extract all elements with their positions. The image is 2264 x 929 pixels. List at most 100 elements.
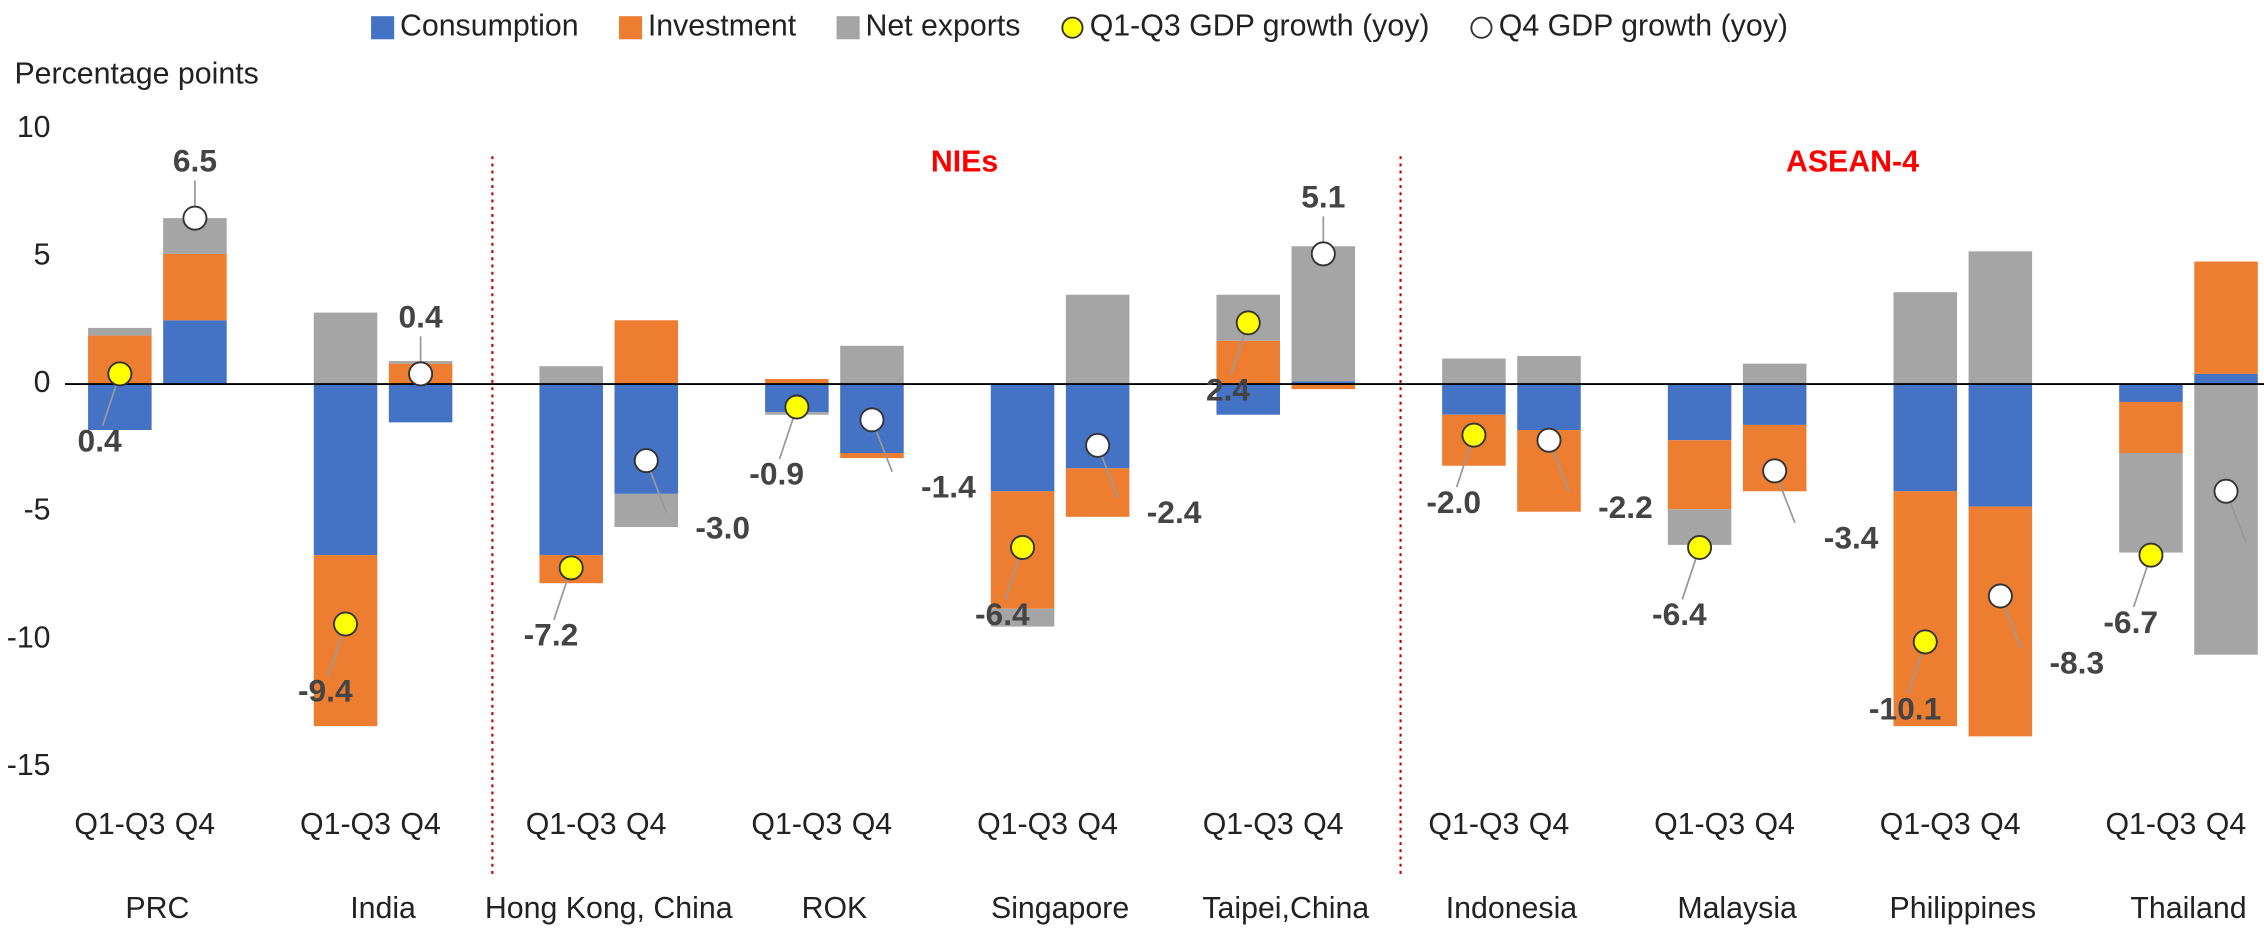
x-tick-label: Q1-Q3 — [751, 808, 842, 841]
bar-segment — [313, 384, 378, 556]
bar-segment — [88, 384, 152, 431]
bar-segment — [1968, 251, 2033, 385]
bar-segment — [1667, 440, 1732, 510]
bar-segment — [1291, 381, 1356, 385]
y-tick-label: -5 — [24, 494, 51, 527]
bar-segment — [1442, 384, 1506, 415]
bar-segment — [1216, 340, 1280, 385]
bar-segment — [614, 320, 679, 385]
gdp-marker — [1010, 534, 1036, 560]
data-label: -6.7 — [2103, 604, 2158, 640]
x-tick-label: Q4 — [1303, 808, 1343, 841]
group-label: PRC — [125, 892, 189, 925]
x-tick-label: Q4 — [852, 808, 892, 841]
data-label: -0.9 — [749, 456, 804, 492]
bar-segment — [1442, 358, 1506, 385]
x-tick-label: Q4 — [1077, 808, 1117, 841]
y-tick-label: 5 — [34, 238, 51, 271]
gdp-marker — [1987, 583, 2013, 609]
gdp-marker — [1762, 458, 1788, 484]
bar-segment — [2119, 384, 2183, 402]
gdp-marker — [1461, 422, 1487, 448]
legend-swatch — [1061, 16, 1084, 39]
group-label: Philippines — [1890, 892, 2037, 925]
bar-segment — [163, 253, 227, 321]
data-label: -10.1 — [1869, 691, 1941, 727]
bar-segment — [313, 312, 378, 385]
bar-segment — [163, 320, 227, 385]
x-tick-label: Q4 — [1529, 808, 1569, 841]
bar-segment — [614, 493, 679, 528]
x-tick-label: Q1-Q3 — [977, 808, 1068, 841]
group-label: Thailand — [2130, 892, 2246, 925]
gdp-marker — [784, 394, 810, 420]
bar-segment — [2194, 261, 2258, 374]
data-label: 0.4 — [399, 298, 443, 334]
bar-segment — [539, 366, 603, 385]
gdp-marker — [1536, 427, 1562, 453]
gdp-marker — [633, 448, 659, 474]
x-tick-label: Q4 — [400, 808, 440, 841]
y-tick-label: -10 — [7, 621, 51, 654]
bar-segment — [2119, 453, 2183, 553]
data-label: 2.4 — [1206, 372, 1250, 408]
gdp-marker — [1687, 534, 1713, 560]
x-tick-label: Q1-Q3 — [74, 808, 165, 841]
bar-segment — [313, 555, 378, 727]
bar-segment — [539, 384, 603, 556]
group-label: Taipei,China — [1202, 892, 1369, 925]
gdp-marker — [859, 407, 885, 433]
bar-segment — [88, 327, 152, 336]
data-label: -8.3 — [2049, 645, 2104, 681]
bar-segment — [2119, 401, 2183, 454]
bar-segment — [1968, 506, 2033, 737]
data-label: -2.2 — [1598, 489, 1653, 525]
x-tick-label: Q4 — [1754, 808, 1794, 841]
bar-segment — [1968, 384, 2033, 507]
annotation: NIEs — [931, 145, 998, 178]
bar-segment — [990, 384, 1055, 492]
bar-segment — [1216, 384, 1280, 415]
data-label: -3.0 — [695, 509, 750, 545]
bar-segment — [1742, 384, 1807, 425]
gdp-marker — [333, 611, 359, 637]
group-label: India — [350, 892, 416, 925]
data-label: -2.0 — [1426, 484, 1481, 520]
group-label: Hong Kong, China — [485, 892, 733, 925]
data-label: 5.1 — [1301, 178, 1345, 214]
y-tick-label: -15 — [7, 749, 51, 782]
gdp-marker — [1310, 241, 1336, 267]
bar-segment — [765, 378, 829, 385]
x-tick-label: Q4 — [175, 808, 215, 841]
x-tick-label: Q4 — [2206, 808, 2246, 841]
legend-label: Net exports — [865, 10, 1020, 43]
gdp-marker — [1235, 310, 1261, 336]
bar-segment — [614, 384, 679, 494]
bar-segment — [388, 384, 453, 423]
x-tick-label: Q1-Q3 — [1654, 808, 1745, 841]
gdp-marker — [558, 555, 584, 581]
data-label: -1.4 — [921, 469, 976, 505]
group-label: Singapore — [991, 892, 1129, 925]
gdp-marker — [1912, 629, 1938, 655]
x-tick-label: Q1-Q3 — [2105, 808, 2196, 841]
gdp-marker — [2213, 478, 2239, 504]
y-tick-label: 0 — [34, 366, 51, 399]
bar-segment — [1291, 384, 1356, 390]
y-tick-label: 10 — [17, 111, 51, 144]
gdp-marker — [1085, 432, 1111, 458]
legend-swatch — [618, 16, 643, 40]
group-label: ROK — [802, 892, 868, 925]
bar-segment — [1667, 384, 1732, 441]
x-tick-label: Q1-Q3 — [526, 808, 617, 841]
bar-segment — [1893, 384, 1958, 492]
x-tick-label: Q4 — [1980, 808, 2020, 841]
data-label: -7.2 — [524, 617, 579, 653]
legend-label: Consumption — [400, 10, 579, 43]
bar-segment — [1517, 355, 1581, 385]
bar-segment — [840, 453, 904, 459]
data-label: -9.4 — [298, 673, 353, 709]
bar-segment — [1742, 363, 1807, 385]
x-tick-label: Q1-Q3 — [1428, 808, 1519, 841]
